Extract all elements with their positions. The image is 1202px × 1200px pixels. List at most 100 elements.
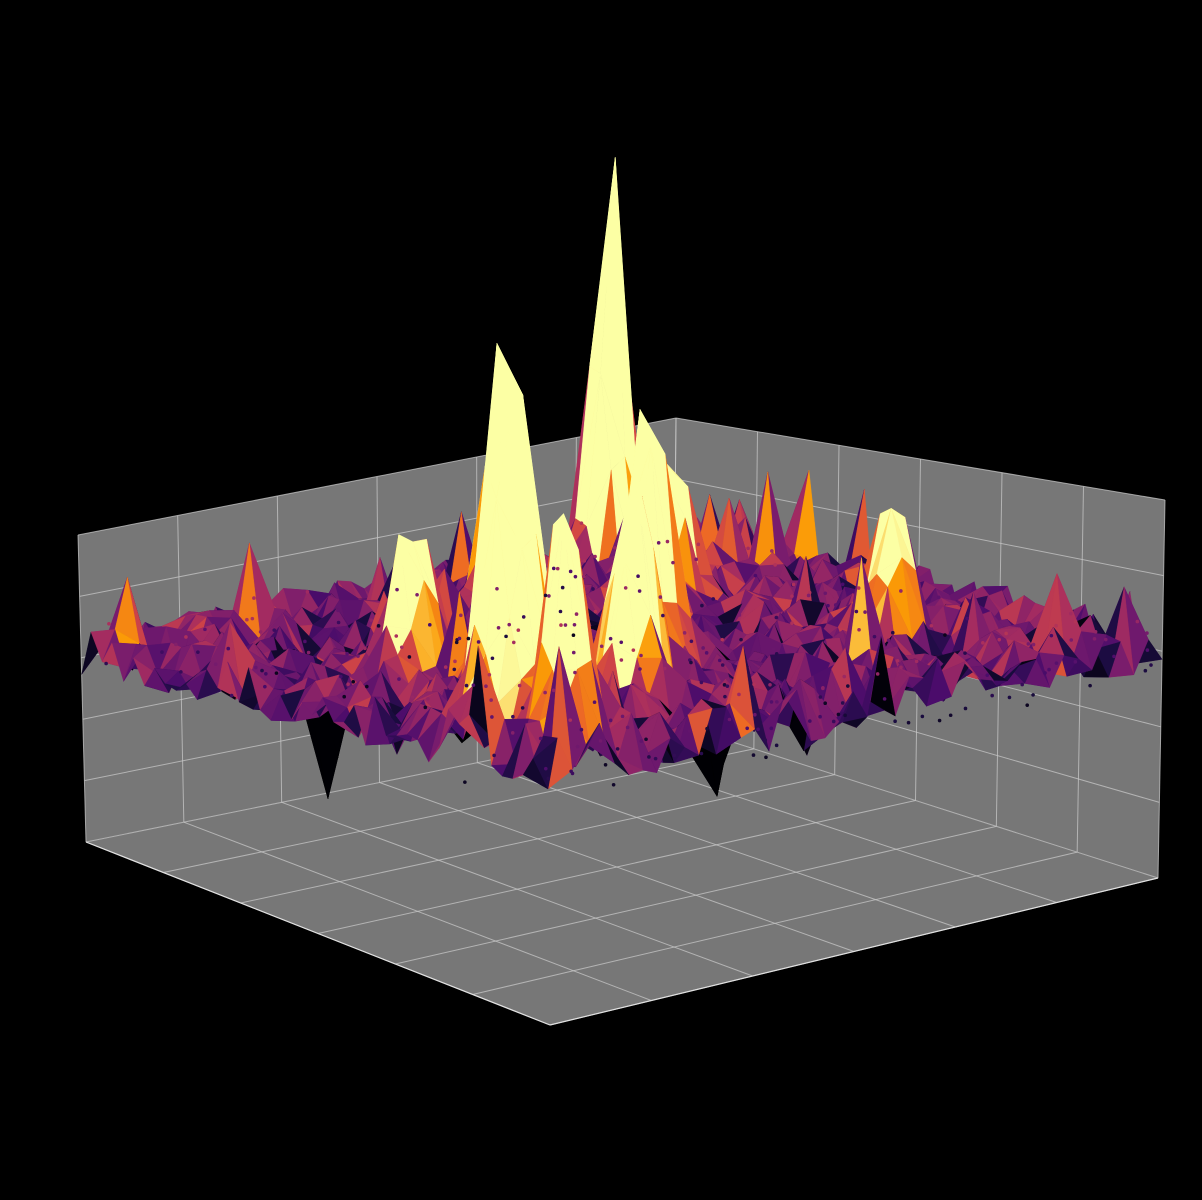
scatter-point: [791, 582, 796, 587]
scatter-point: [818, 695, 823, 699]
scatter-point: [394, 634, 399, 638]
scatter-point: [769, 726, 774, 731]
scatter-point: [1031, 642, 1036, 647]
scatter-point: [575, 744, 580, 749]
scatter-point: [563, 623, 568, 627]
scatter-point: [990, 693, 994, 698]
scatter-point: [573, 670, 577, 675]
scatter-point: [1112, 654, 1116, 659]
scatter-point: [920, 714, 925, 719]
scatter-point: [763, 738, 768, 742]
scatter-point: [490, 656, 495, 661]
scatter-point: [369, 618, 373, 622]
scatter-point: [895, 659, 900, 663]
scatter-point: [365, 684, 369, 689]
surface: [81, 156, 1163, 799]
scatter-point: [845, 587, 849, 592]
scatter-point: [401, 713, 406, 717]
scatter-point: [1007, 695, 1012, 700]
scatter-point: [717, 658, 722, 663]
scatter-point: [213, 662, 218, 666]
scatter-point: [840, 701, 845, 705]
scatter-point: [466, 636, 471, 641]
scatter-point: [1135, 619, 1140, 624]
scatter-point: [250, 616, 255, 621]
scatter-point: [306, 650, 311, 655]
scatter-point: [840, 582, 845, 587]
scatter-point: [737, 692, 741, 697]
scatter-point: [985, 673, 990, 677]
scatter-point: [603, 762, 608, 767]
axis-edge: [549, 877, 1159, 1026]
scatter-point: [496, 625, 501, 630]
scatter-point: [252, 596, 256, 600]
scatter-point: [997, 637, 1002, 642]
scatter-point: [399, 645, 404, 650]
scatter-point: [471, 683, 476, 687]
scatter-point: [773, 563, 777, 567]
scatter-point: [701, 646, 705, 650]
scatter-point: [463, 780, 467, 784]
wall-gridline: [675, 478, 1164, 577]
scatter-point: [573, 574, 578, 579]
scatter-point: [443, 665, 448, 669]
scatter-point: [1026, 642, 1031, 646]
scatter-point: [875, 672, 880, 676]
scatter-point: [843, 713, 847, 718]
scatter-point: [608, 636, 613, 641]
scatter-point: [1093, 630, 1098, 634]
scatter-point: [426, 697, 430, 701]
scatter-point: [682, 631, 687, 635]
scatter-point: [546, 776, 551, 781]
scatter-point: [769, 700, 774, 704]
scatter-point: [356, 654, 360, 658]
scatter-point: [711, 597, 716, 601]
scatter-point: [260, 668, 264, 673]
scatter-point: [842, 674, 847, 679]
scatter-point: [613, 546, 617, 550]
scatter-point: [936, 595, 941, 600]
scatter-point: [806, 593, 811, 598]
scatter-point: [521, 615, 526, 619]
scatter-point: [790, 621, 794, 625]
floor-pane: [86, 723, 1158, 1025]
scatter-point: [656, 541, 661, 545]
wall-gridline: [675, 417, 1166, 501]
scatter-point: [107, 621, 111, 626]
scatter-point: [1143, 668, 1148, 673]
scatter-point: [727, 717, 732, 722]
scatter-point: [543, 690, 547, 695]
scatter-point: [615, 747, 620, 751]
scatter-point: [826, 603, 830, 608]
scatter-point: [1103, 637, 1108, 642]
scatter-point: [571, 633, 576, 637]
floor-gridline: [672, 722, 1159, 879]
scatter-point: [746, 546, 750, 551]
scatter-point: [1145, 631, 1149, 635]
scatter-point: [511, 640, 516, 645]
scatter-point: [1088, 683, 1092, 688]
scatter-point: [854, 609, 859, 614]
scatter-point: [253, 665, 258, 670]
scatter-point: [229, 693, 234, 698]
scatter-point: [899, 665, 903, 670]
scatter-point: [752, 682, 756, 687]
scatter-point: [410, 695, 415, 699]
scatter-point: [559, 623, 563, 627]
scatter-point: [770, 549, 774, 553]
scatter-point: [808, 719, 812, 723]
scatter-point: [1069, 638, 1074, 642]
scatter-point: [1073, 660, 1078, 664]
scatter-point: [1004, 631, 1008, 636]
scatter-point: [582, 574, 586, 579]
scatter-point: [863, 610, 867, 614]
scatter-point: [924, 659, 928, 664]
scatter-point: [551, 566, 556, 571]
scatter-point: [963, 706, 968, 711]
scatter-point: [560, 585, 565, 590]
scatter-point: [768, 683, 772, 687]
scatter-point: [725, 684, 730, 688]
scatter-point: [1149, 663, 1153, 667]
scatter-point: [464, 683, 469, 688]
scatter-point: [245, 617, 249, 622]
